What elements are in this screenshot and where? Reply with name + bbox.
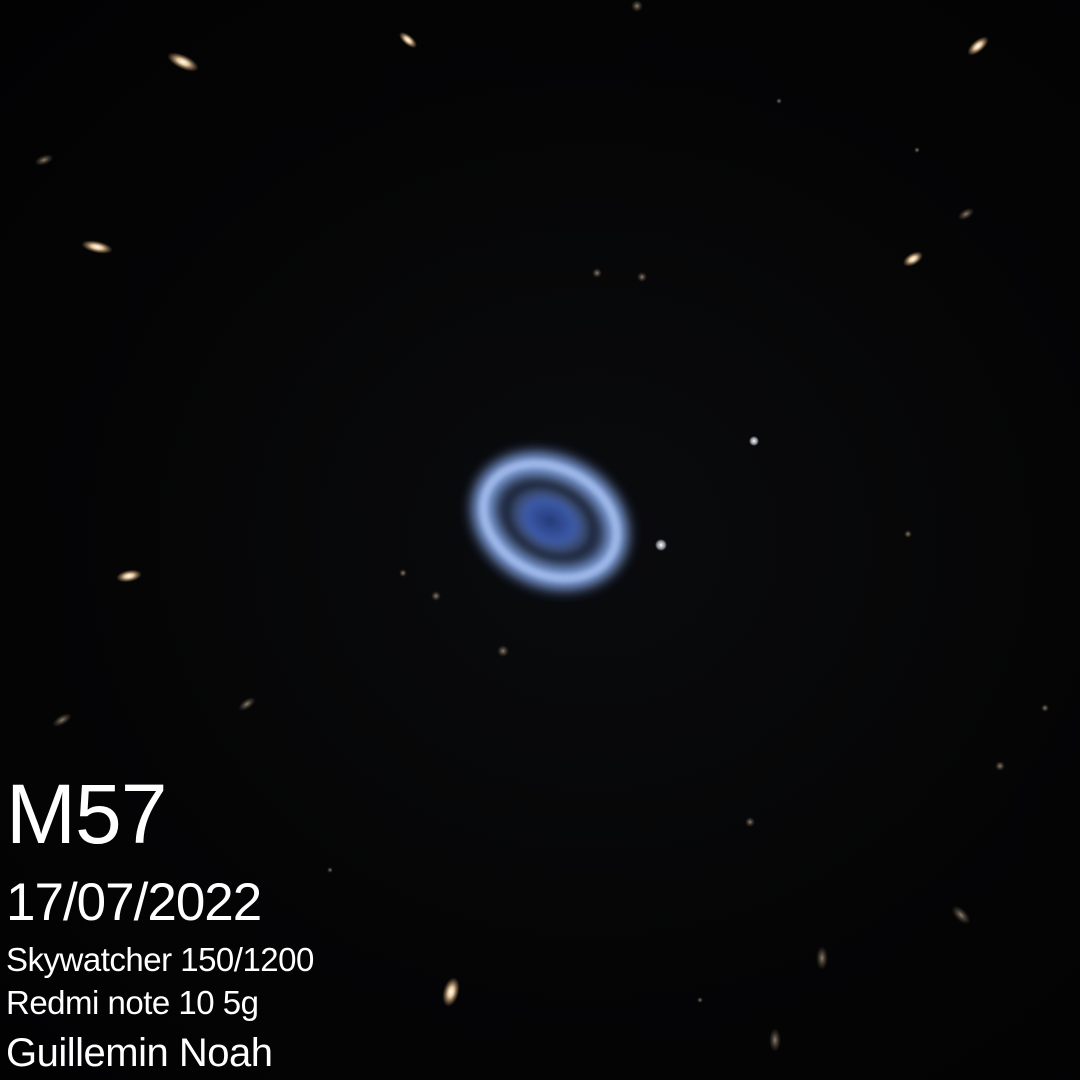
object-name: M57	[6, 767, 167, 861]
star-icon	[1041, 704, 1049, 712]
star-icon	[399, 569, 407, 577]
star-icon	[749, 436, 759, 446]
star-icon	[745, 817, 755, 827]
star-icon	[81, 240, 113, 254]
star-icon	[497, 645, 509, 657]
star-icon	[116, 569, 142, 583]
star-icon	[769, 1028, 781, 1052]
star-icon	[904, 530, 912, 538]
star-icon	[431, 591, 441, 601]
star-icon	[398, 31, 418, 49]
star-icon	[238, 696, 256, 712]
star-icon	[631, 0, 643, 12]
star-icon	[655, 539, 667, 551]
star-icon	[816, 946, 828, 970]
star-icon	[776, 98, 782, 104]
ring-nebula-icon	[461, 441, 639, 601]
bright-stars	[34, 31, 989, 1052]
star-icon	[637, 272, 647, 282]
star-icon	[957, 207, 975, 221]
star-icon	[327, 867, 333, 873]
star-icon	[903, 251, 923, 267]
camera-label: Redmi note 10 5g	[6, 984, 259, 1021]
star-icon	[592, 268, 602, 278]
star-icon	[995, 761, 1005, 771]
star-icon	[52, 713, 72, 727]
star-icon	[34, 154, 54, 166]
author-name: Guillemin Noah	[6, 1031, 273, 1075]
star-icon	[967, 36, 989, 56]
capture-date: 17/07/2022	[6, 873, 262, 932]
star-icon	[914, 147, 920, 153]
star-icon	[167, 52, 199, 72]
star-icon	[442, 977, 460, 1007]
star-icon	[951, 905, 971, 925]
star-icon	[697, 997, 703, 1003]
telescope-label: Skywatcher 150/1200	[6, 941, 314, 978]
point-stars	[327, 0, 1049, 1003]
